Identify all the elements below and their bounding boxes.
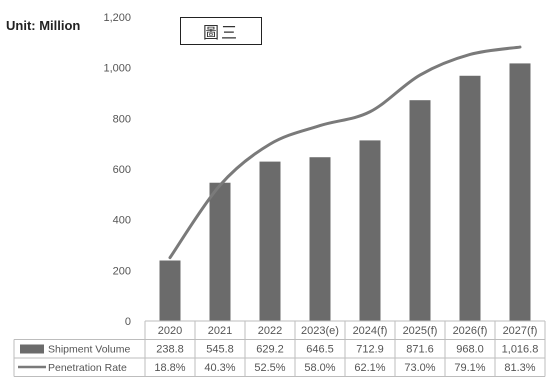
- y-tick-label: 0: [125, 316, 131, 328]
- data-label-penetration: 81.3%: [504, 362, 535, 374]
- bar: [209, 182, 231, 321]
- bar: [409, 100, 431, 321]
- x-tick-label: 2025(f): [403, 325, 438, 337]
- figure-label: 圖三: [180, 17, 262, 45]
- data-label-penetration: 52.5%: [254, 362, 285, 374]
- data-label-penetration: 79.1%: [454, 362, 485, 374]
- y-tick-label: 400: [113, 215, 131, 227]
- legend-key-shipment: [20, 344, 44, 354]
- data-label-penetration: 62.1%: [354, 362, 385, 374]
- data-label-shipment: 871.6: [406, 344, 434, 356]
- x-tick-label: 2021: [208, 325, 232, 337]
- x-tick-label: 2026(f): [453, 325, 488, 337]
- data-label-shipment: 968.0: [456, 344, 484, 356]
- bar: [159, 260, 181, 321]
- data-label-shipment: 238.8: [156, 344, 184, 356]
- data-label-penetration: 58.0%: [304, 362, 335, 374]
- data-label-penetration: 18.8%: [154, 362, 185, 374]
- legend-label-shipment: Shipment Volume: [48, 344, 130, 356]
- data-label-shipment: 545.8: [206, 344, 234, 356]
- data-label-penetration: 40.3%: [204, 362, 235, 374]
- data-label-shipment: 1,016.8: [502, 344, 539, 356]
- y-tick-label: 600: [113, 164, 131, 176]
- bar: [309, 157, 331, 321]
- legend-label-penetration: Penetration Rate: [48, 362, 127, 374]
- y-tick-label: 800: [113, 113, 131, 125]
- penetration-line: [168, 45, 522, 260]
- x-tick-label: 2020: [158, 325, 182, 337]
- bar: [509, 63, 531, 321]
- unit-label: Unit: Million: [6, 18, 81, 33]
- x-tick-label: 2023(e): [301, 325, 339, 337]
- y-tick-label: 200: [113, 265, 131, 277]
- x-tick-label: 2027(f): [503, 325, 538, 337]
- y-tick-label: 1,200: [103, 12, 131, 24]
- data-label-shipment: 646.5: [306, 344, 334, 356]
- bar: [359, 140, 381, 321]
- data-label-penetration: 73.0%: [404, 362, 435, 374]
- y-tick-label: 1,000: [103, 63, 131, 75]
- bar: [259, 161, 281, 321]
- data-label-shipment: 712.9: [356, 344, 384, 356]
- data-label-shipment: 629.2: [256, 344, 284, 356]
- x-tick-label: 2024(f): [353, 325, 388, 337]
- bar: [459, 75, 481, 321]
- x-tick-label: 2022: [258, 325, 282, 337]
